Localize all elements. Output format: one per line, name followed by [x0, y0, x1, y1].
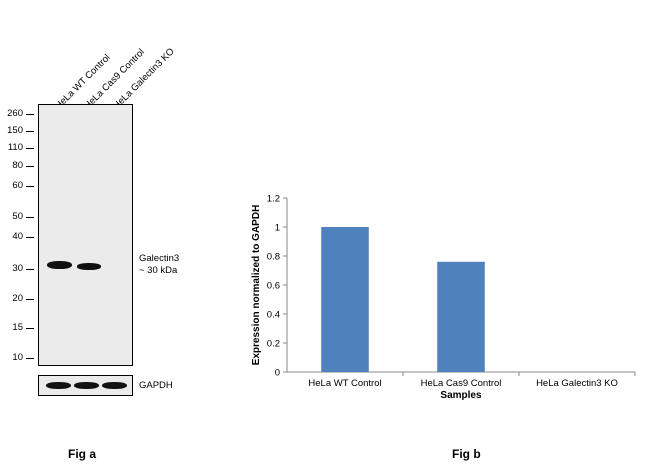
marker-label: 50 [12, 211, 23, 222]
y-tick-label: 0 [275, 368, 280, 379]
marker-label: 30 [12, 263, 23, 274]
marker-label: 10 [12, 352, 23, 363]
marker-tick [26, 186, 34, 187]
bar [321, 227, 369, 372]
marker-tick [26, 358, 34, 359]
x-tick-label: HeLa Galectin3 KO [536, 378, 618, 389]
target-name: Galectin3 [139, 253, 180, 264]
marker-tick [26, 299, 34, 300]
x-tick-label: HeLa Cas9 Control [421, 378, 502, 389]
gapdh-band-ko [102, 382, 127, 389]
bar [437, 261, 485, 372]
marker-label: 40 [12, 231, 23, 242]
marker-tick [26, 114, 34, 115]
y-axis-title: Expression normalized to GAPDH [251, 205, 262, 366]
marker-label: 150 [7, 125, 23, 136]
loading-control-label: GAPDH [139, 380, 173, 391]
y-tick-label: 1.2 [267, 194, 280, 205]
marker-label: 110 [7, 142, 23, 153]
target-size: ~ 30 kDa [139, 265, 178, 276]
marker-label: 260 [7, 108, 23, 119]
marker-label: 60 [12, 180, 23, 191]
marker-label: 80 [12, 160, 23, 171]
blot-main-membrane [38, 104, 133, 366]
y-tick-label: 0.8 [267, 252, 280, 263]
y-tick-label: 0.2 [267, 339, 280, 350]
blot-gapdh-membrane [38, 375, 133, 396]
y-tick-label: 0.4 [267, 310, 280, 321]
y-tick-label: 1 [275, 223, 280, 234]
marker-tick [26, 166, 34, 167]
fig-a-caption: Fig a [68, 447, 97, 461]
y-tick-label: 0.6 [267, 281, 280, 292]
marker-tick [26, 237, 34, 238]
x-axis-title: Samples [440, 390, 482, 401]
galectin3-band-cas9 [77, 263, 101, 270]
marker-label: 20 [12, 293, 23, 304]
marker-tick [26, 148, 34, 149]
marker-label: 15 [12, 322, 23, 333]
galectin3-band-wt [47, 261, 72, 269]
x-tick-label: HeLa WT Control [308, 378, 381, 389]
marker-tick [26, 269, 34, 270]
target-label: Galectin3 ~ 30 kDa [139, 253, 179, 277]
gapdh-band-cas9 [74, 382, 99, 389]
gapdh-band-wt [46, 382, 71, 389]
marker-tick [26, 328, 34, 329]
marker-tick [26, 217, 34, 218]
marker-tick [26, 131, 34, 132]
fig-b-caption: Fig b [452, 447, 481, 461]
